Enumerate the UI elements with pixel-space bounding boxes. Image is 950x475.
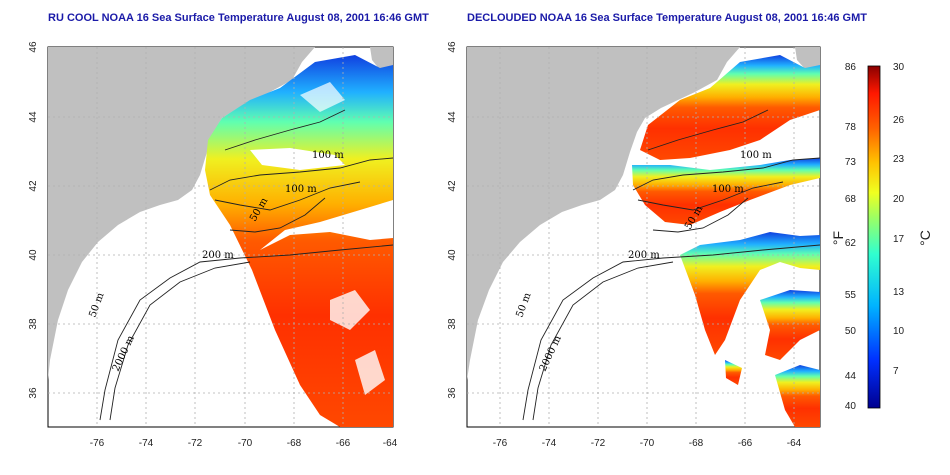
bathymetry-contours [522, 109, 820, 421]
fahrenheit-tick: 86 [845, 62, 857, 73]
lat-tick: 42 [28, 180, 39, 192]
contour-label: 200 m [628, 250, 660, 261]
lon-tick: -72 [188, 438, 203, 449]
left-lon-ticks: -76 -74 -72 -70 -68 -66 -64 [90, 438, 398, 449]
cloud-patches [250, 82, 393, 395]
lat-tick: 40 [447, 249, 458, 261]
fahrenheit-ticks: 86 78 73 68 62 55 50 44 40 [845, 62, 857, 412]
right-lon-ticks: -76 -74 -72 -70 -68 -66 -64 [493, 438, 802, 449]
fahrenheit-tick: 55 [845, 290, 857, 301]
celsius-tick: 23 [893, 154, 905, 165]
lon-tick: -68 [689, 438, 704, 449]
lon-tick: -76 [90, 438, 105, 449]
celsius-tick: 10 [893, 326, 905, 337]
lon-tick: -64 [383, 438, 398, 449]
celsius-tick: 30 [893, 62, 905, 73]
right-lat-ticks: 46 44 42 40 38 36 [447, 41, 458, 399]
lon-tick: -64 [787, 438, 802, 449]
contour-label: 100 m [285, 184, 317, 195]
lon-tick: -74 [542, 438, 557, 449]
contour-label: 100 m [312, 150, 344, 161]
contour-label: 100 m [740, 150, 772, 161]
lon-tick: -66 [738, 438, 753, 449]
lat-tick: 46 [447, 41, 458, 53]
lat-tick: 42 [447, 180, 458, 192]
lon-tick: -74 [139, 438, 154, 449]
lat-tick: 36 [28, 387, 39, 399]
left-map: 100 m 100 m 50 m 200 m 50 m 2000 m -76 -… [28, 41, 398, 449]
lat-tick: 36 [447, 387, 458, 399]
fahrenheit-tick: 68 [845, 194, 857, 205]
lat-tick: 44 [28, 111, 39, 123]
fahrenheit-unit-label: °F [830, 231, 846, 245]
lon-tick: -70 [238, 438, 253, 449]
left-panel-title: RU COOL NOAA 16 Sea Surface Temperature … [48, 12, 429, 24]
celsius-tick: 7 [893, 366, 899, 377]
fahrenheit-tick: 78 [845, 122, 857, 133]
celsius-tick: 26 [893, 115, 905, 126]
sst-swath [205, 55, 393, 427]
lat-tick: 46 [28, 41, 39, 53]
lat-tick: 38 [28, 318, 39, 330]
celsius-tick: 13 [893, 287, 905, 298]
fahrenheit-tick: 44 [845, 371, 857, 382]
fahrenheit-tick: 40 [845, 401, 857, 412]
lat-tick: 40 [28, 249, 39, 261]
lon-tick: -66 [336, 438, 351, 449]
celsius-tick: 17 [893, 234, 905, 245]
fahrenheit-tick: 50 [845, 326, 857, 337]
contour-label: 100 m [712, 184, 744, 195]
colorbar: 86 78 73 68 62 55 50 44 40 30 26 23 20 1… [830, 62, 933, 412]
celsius-unit-label: °C [917, 230, 933, 246]
sst-swath-declouded [632, 55, 820, 427]
land-area [467, 47, 740, 380]
right-panel-title: DECLOUDED NOAA 16 Sea Surface Temperatur… [467, 12, 867, 24]
land-area [48, 47, 315, 380]
lon-tick: -68 [287, 438, 302, 449]
map-gridlines [48, 47, 393, 427]
fahrenheit-tick: 62 [845, 238, 857, 249]
celsius-tick: 20 [893, 194, 905, 205]
contour-label: 200 m [202, 250, 234, 261]
fahrenheit-tick: 73 [845, 157, 857, 168]
lon-tick: -72 [591, 438, 606, 449]
map-gridlines [467, 47, 820, 427]
lon-tick: -76 [493, 438, 508, 449]
colorbar-gradient [867, 65, 881, 409]
lat-tick: 44 [447, 111, 458, 123]
lat-tick: 38 [447, 318, 458, 330]
bathymetry-contours [99, 109, 393, 421]
left-lat-ticks: 46 44 42 40 38 36 [28, 41, 39, 399]
celsius-ticks: 30 26 23 20 17 13 10 7 [893, 62, 905, 377]
right-map: 100 m 100 m 50 m 200 m 50 m 2000 m -76 -… [447, 41, 821, 449]
lon-tick: -70 [640, 438, 655, 449]
